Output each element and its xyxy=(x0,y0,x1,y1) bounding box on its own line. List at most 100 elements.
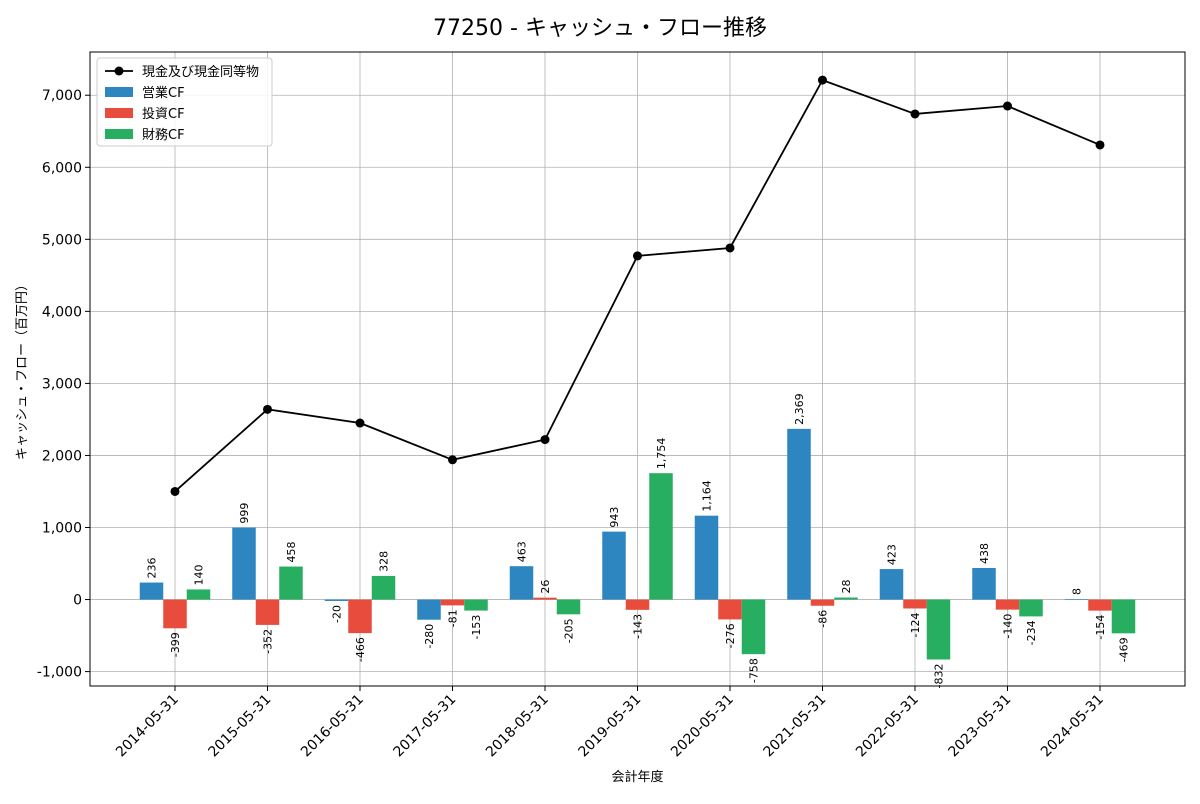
bar-営業CF-2020-05-31 xyxy=(694,515,719,600)
y-tick-label: 3,000 xyxy=(42,376,82,392)
legend-line-marker xyxy=(114,66,124,76)
bar-財務CF-2019-05-31 xyxy=(649,473,673,600)
legend-label: 現金及び現金同等物 xyxy=(142,64,259,80)
data-label: -758 xyxy=(748,658,761,683)
data-label: 458 xyxy=(285,542,298,563)
x-tick-label: 2020-05-31 xyxy=(668,692,737,761)
data-label: -20 xyxy=(331,605,344,623)
data-label: 28 xyxy=(840,580,853,594)
data-label: -81 xyxy=(447,609,460,627)
x-tick-label: 2017-05-31 xyxy=(390,692,459,761)
cash-point-2023-05-31 xyxy=(1003,101,1012,111)
bar-投資CF-2019-05-31 xyxy=(625,599,650,610)
cash-point-2016-05-31 xyxy=(355,418,365,428)
data-label: 236 xyxy=(146,558,159,579)
cash-point-2017-05-31 xyxy=(448,455,457,465)
bar-営業CF-2019-05-31 xyxy=(602,531,626,600)
data-label: 1,754 xyxy=(655,438,668,470)
data-label: -205 xyxy=(563,618,576,643)
x-tick-label: 2023-05-31 xyxy=(945,692,1014,761)
bar-営業CF-2021-05-31 xyxy=(787,428,811,600)
bar-投資CF-2015-05-31 xyxy=(255,599,280,625)
data-label: 328 xyxy=(378,551,391,572)
bar-投資CF-2022-05-31 xyxy=(903,599,927,609)
bar-財務CF-2014-05-31 xyxy=(186,589,211,600)
data-label: 438 xyxy=(978,543,991,564)
bar-投資CF-2017-05-31 xyxy=(440,599,465,606)
bar-営業CF-2017-05-31 xyxy=(417,599,441,620)
data-label: -280 xyxy=(423,624,436,649)
bar-財務CF-2015-05-31 xyxy=(279,566,303,600)
bar-財務CF-2017-05-31 xyxy=(464,599,488,611)
bar-営業CF-2015-05-31 xyxy=(232,527,256,600)
cash-point-2022-05-31 xyxy=(910,109,920,119)
x-tick-label: 2019-05-31 xyxy=(575,692,644,761)
bar-投資CF-2016-05-31 xyxy=(348,599,372,634)
data-label: -466 xyxy=(354,637,367,662)
cash-point-2021-05-31 xyxy=(818,75,827,85)
data-label: -124 xyxy=(909,612,922,637)
y-tick-label: 7,000 xyxy=(42,88,82,104)
x-tick-label: 2016-05-31 xyxy=(298,692,367,761)
bar-財務CF-2024-05-31 xyxy=(1111,599,1136,634)
bar-投資CF-2021-05-31 xyxy=(810,599,835,606)
data-label: 423 xyxy=(886,544,899,565)
bar-営業CF-2022-05-31 xyxy=(879,569,904,600)
bar-投資CF-2018-05-31 xyxy=(533,597,557,600)
data-label: -140 xyxy=(1002,614,1015,639)
cash-point-2024-05-31 xyxy=(1095,140,1105,150)
y-tick-label: 6,000 xyxy=(42,160,82,176)
cash-point-2015-05-31 xyxy=(263,404,272,414)
data-label: -469 xyxy=(1118,637,1131,662)
y-tick-label: 5,000 xyxy=(42,232,82,248)
y-tick-label: 4,000 xyxy=(42,304,82,320)
legend-swatch-営業CF xyxy=(105,87,133,97)
data-label: 8 xyxy=(1071,588,1084,595)
bar-営業CF-2023-05-31 xyxy=(972,567,996,600)
data-label: 943 xyxy=(608,507,621,528)
bar-営業CF-2024-05-31 xyxy=(1064,598,1089,600)
data-label: -86 xyxy=(817,610,830,628)
bar-投資CF-2020-05-31 xyxy=(718,599,742,620)
x-tick-label: 2024-05-31 xyxy=(1038,692,1107,761)
data-label: -399 xyxy=(169,632,182,657)
data-label: 26 xyxy=(539,580,552,594)
bar-財務CF-2021-05-31 xyxy=(834,597,858,600)
cash-point-2018-05-31 xyxy=(540,435,550,445)
data-label: 140 xyxy=(193,564,206,585)
data-label: 1,164 xyxy=(701,480,714,512)
bar-財務CF-2018-05-31 xyxy=(556,599,581,615)
bar-財務CF-2023-05-31 xyxy=(1019,599,1043,617)
chart-title: 77250 - キャッシュ・フロー推移 xyxy=(433,16,767,41)
data-label: -153 xyxy=(470,615,483,640)
data-label: -234 xyxy=(1025,620,1038,645)
legend-label: 営業CF xyxy=(142,85,185,101)
y-tick-label: -1,000 xyxy=(37,665,82,681)
bar-投資CF-2024-05-31 xyxy=(1088,599,1112,611)
x-tick-label: 2022-05-31 xyxy=(853,692,922,761)
bar-営業CF-2016-05-31 xyxy=(324,599,349,601)
data-label: -352 xyxy=(262,629,275,654)
data-label: -143 xyxy=(632,614,645,639)
data-label: -276 xyxy=(724,623,737,648)
y-tick-label: 1,000 xyxy=(42,521,82,537)
bar-営業CF-2018-05-31 xyxy=(509,566,534,600)
legend-swatch-財務CF xyxy=(105,129,133,139)
x-axis-label: 会計年度 xyxy=(611,769,663,785)
bar-投資CF-2014-05-31 xyxy=(163,599,187,629)
data-label: -832 xyxy=(933,663,946,688)
data-label: -154 xyxy=(1094,615,1107,640)
cash-point-2014-05-31 xyxy=(170,486,180,496)
legend-box xyxy=(96,57,273,147)
y-tick-label: 2,000 xyxy=(42,448,82,464)
bar-営業CF-2014-05-31 xyxy=(139,582,164,600)
bar-財務CF-2016-05-31 xyxy=(371,575,396,600)
legend-label: 財務CF xyxy=(142,128,185,143)
data-label: 999 xyxy=(238,503,251,524)
bar-財務CF-2020-05-31 xyxy=(741,599,766,655)
data-label: 2,369 xyxy=(793,393,806,425)
bar-投資CF-2023-05-31 xyxy=(995,599,1020,610)
y-tick-label: 0 xyxy=(73,593,82,609)
